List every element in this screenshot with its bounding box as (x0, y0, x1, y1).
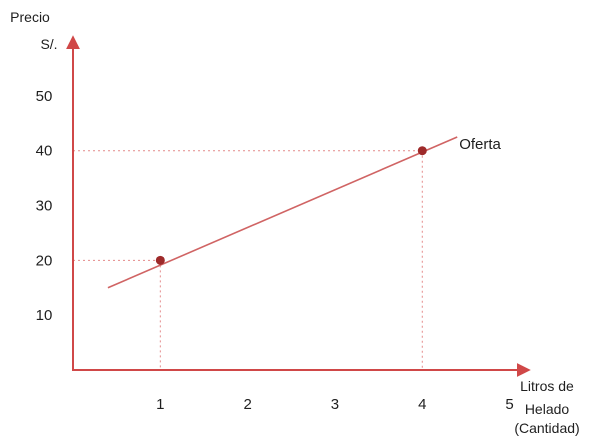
y-axis-label-line-2: S/. (40, 36, 57, 52)
series-line-0 (107, 136, 458, 289)
x-tick-label-1: 1 (156, 396, 164, 413)
y-axis-label-line-1: Precio (10, 9, 50, 25)
x-tick-label-2: 2 (243, 396, 251, 413)
x-tick-label-4: 4 (418, 396, 426, 413)
y-tick-label-20: 20 (36, 252, 53, 269)
x-tick-label-5: 5 (505, 396, 513, 413)
x-axis-label-line-2: Helado (525, 401, 570, 417)
data-point-1 (417, 146, 427, 156)
y-tick-labels: 10 20 30 40 50 (36, 88, 53, 324)
y-tick-label-30: 30 (36, 198, 53, 215)
x-tick-label-3: 3 (331, 396, 339, 413)
reference-guides (73, 150, 423, 370)
x-axis-label-line-1: Litros de (520, 378, 574, 394)
series-label-0: Oferta (459, 136, 501, 153)
series-layer: Oferta (107, 136, 502, 289)
y-tick-label-40: 40 (36, 143, 53, 160)
data-point-0 (155, 255, 165, 265)
y-tick-label-10: 10 (36, 307, 53, 324)
x-axis-label-line-3: (Cantidad) (514, 420, 579, 436)
x-tick-labels: 1 2 3 4 5 (156, 396, 514, 413)
y-tick-label-50: 50 (36, 88, 53, 105)
